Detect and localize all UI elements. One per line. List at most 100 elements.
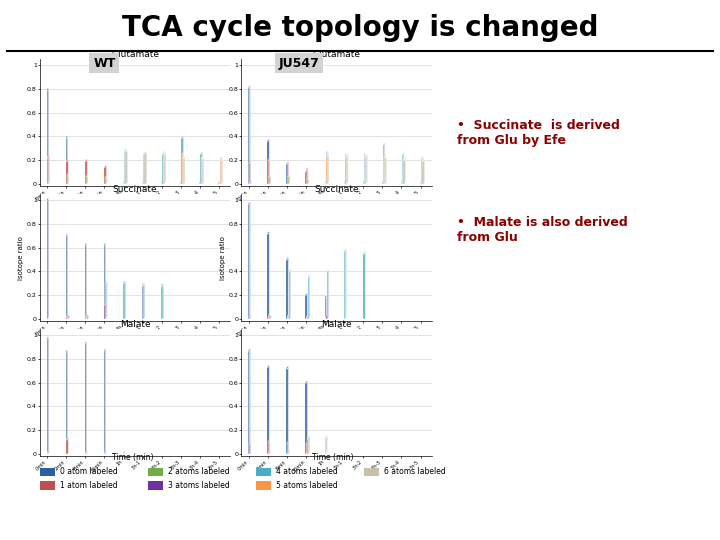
Text: 2 atoms labeled: 2 atoms labeled [168,468,230,476]
Polygon shape [86,316,88,318]
Polygon shape [364,181,365,183]
Polygon shape [287,162,289,164]
Polygon shape [382,181,384,183]
Polygon shape [162,183,163,184]
Polygon shape [309,437,310,454]
Polygon shape [325,151,328,153]
Polygon shape [268,160,269,184]
Polygon shape [345,156,346,184]
Polygon shape [250,315,251,319]
Polygon shape [104,245,105,319]
Polygon shape [126,152,127,184]
Polygon shape [287,258,289,260]
Polygon shape [180,183,181,184]
Polygon shape [287,177,289,184]
Polygon shape [124,151,125,184]
Polygon shape [288,315,289,319]
Text: 4 atoms labeled: 4 atoms labeled [276,468,338,476]
Polygon shape [289,316,290,319]
Polygon shape [268,316,269,319]
Polygon shape [308,275,310,278]
Polygon shape [308,178,309,184]
Polygon shape [382,181,384,183]
Polygon shape [142,286,143,319]
Polygon shape [287,162,289,184]
Polygon shape [66,160,68,161]
Polygon shape [104,349,106,351]
Polygon shape [307,318,309,319]
Polygon shape [67,316,69,318]
Text: 6 atoms labeled: 6 atoms labeled [384,468,446,476]
Polygon shape [307,179,308,184]
Polygon shape [343,316,346,318]
Polygon shape [47,199,49,200]
Polygon shape [87,316,88,319]
Polygon shape [48,156,49,184]
Polygon shape [269,316,271,318]
Polygon shape [325,316,327,318]
Polygon shape [307,178,309,179]
Polygon shape [267,366,269,367]
Polygon shape [307,316,308,319]
Polygon shape [68,316,70,318]
Polygon shape [68,318,69,319]
Polygon shape [125,152,127,154]
Polygon shape [162,154,163,184]
Polygon shape [86,160,87,161]
Polygon shape [104,451,107,453]
Polygon shape [181,183,182,184]
Polygon shape [346,154,347,184]
Polygon shape [309,436,310,454]
Polygon shape [270,316,271,319]
Polygon shape [325,437,326,454]
Polygon shape [125,154,126,184]
Polygon shape [162,181,163,183]
Polygon shape [145,151,146,184]
Polygon shape [86,315,87,316]
Title: Succinate: Succinate [315,185,359,194]
Text: 0 atom labeled: 0 atom labeled [60,468,117,476]
Polygon shape [162,181,163,184]
Polygon shape [249,86,251,184]
Polygon shape [181,138,183,184]
Polygon shape [163,153,164,184]
Polygon shape [124,451,125,454]
Polygon shape [267,141,269,184]
Y-axis label: Isotope ratio: Isotope ratio [18,236,24,280]
Polygon shape [269,440,270,454]
Polygon shape [423,160,424,161]
Polygon shape [219,181,221,183]
Polygon shape [287,316,289,318]
Polygon shape [221,160,222,184]
Polygon shape [269,451,271,453]
Polygon shape [423,158,424,184]
Polygon shape [66,161,68,184]
Polygon shape [305,293,307,295]
Polygon shape [142,284,144,286]
Polygon shape [364,157,366,184]
Polygon shape [327,269,329,272]
Polygon shape [201,156,203,158]
Polygon shape [162,152,164,154]
Polygon shape [86,315,87,319]
Polygon shape [86,316,89,318]
Polygon shape [325,181,327,183]
Polygon shape [143,183,144,184]
Polygon shape [325,316,328,318]
Polygon shape [183,158,184,184]
Polygon shape [202,156,203,184]
Text: 11: 11 [692,516,706,525]
Polygon shape [161,284,163,286]
Text: •  Succinate  is derived
from Glu by Efe: • Succinate is derived from Glu by Efe [457,119,620,147]
Polygon shape [267,232,269,233]
Polygon shape [124,181,125,183]
Polygon shape [328,269,329,319]
Polygon shape [66,234,68,236]
Polygon shape [325,437,327,454]
Polygon shape [288,318,289,319]
Polygon shape [344,183,346,184]
Polygon shape [363,183,364,184]
Polygon shape [249,349,251,454]
Polygon shape [85,160,87,161]
Polygon shape [420,181,423,183]
